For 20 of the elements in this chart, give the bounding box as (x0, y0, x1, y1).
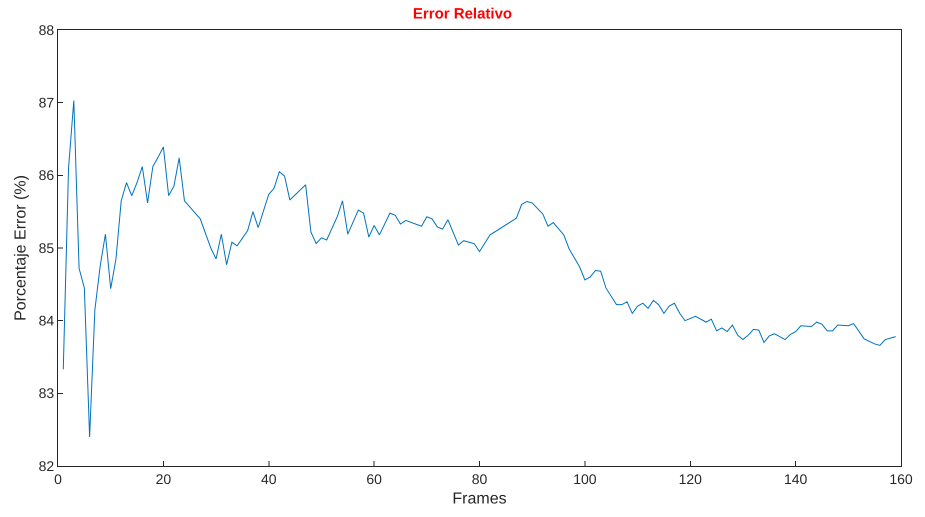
y-tick-label: 83 (38, 385, 54, 402)
x-tick-label: 160 (889, 470, 913, 487)
x-tick-label: 0 (54, 470, 62, 487)
y-tick-label: 88 (38, 22, 54, 38)
x-tick-label: 20 (156, 470, 172, 487)
y-tick-label: 82 (38, 458, 54, 474)
x-tick-label: 140 (784, 470, 808, 487)
y-tick-label: 86 (38, 167, 54, 184)
x-tick-label: 80 (472, 470, 488, 487)
x-tick-label: 100 (573, 470, 597, 487)
chart-title: Error Relativo (412, 5, 512, 22)
y-tick-label: 85 (38, 240, 54, 256)
x-tick-label: 120 (678, 470, 702, 487)
y-axis-title: Porcentaje Error (%) (12, 175, 30, 321)
y-tick-label: 87 (38, 94, 54, 111)
x-tick-label: 60 (366, 470, 382, 487)
y-tick-label: 84 (38, 312, 54, 329)
x-axis-title: Frames (452, 490, 507, 508)
x-tick-label: 40 (260, 470, 277, 487)
line-series (62, 100, 896, 438)
